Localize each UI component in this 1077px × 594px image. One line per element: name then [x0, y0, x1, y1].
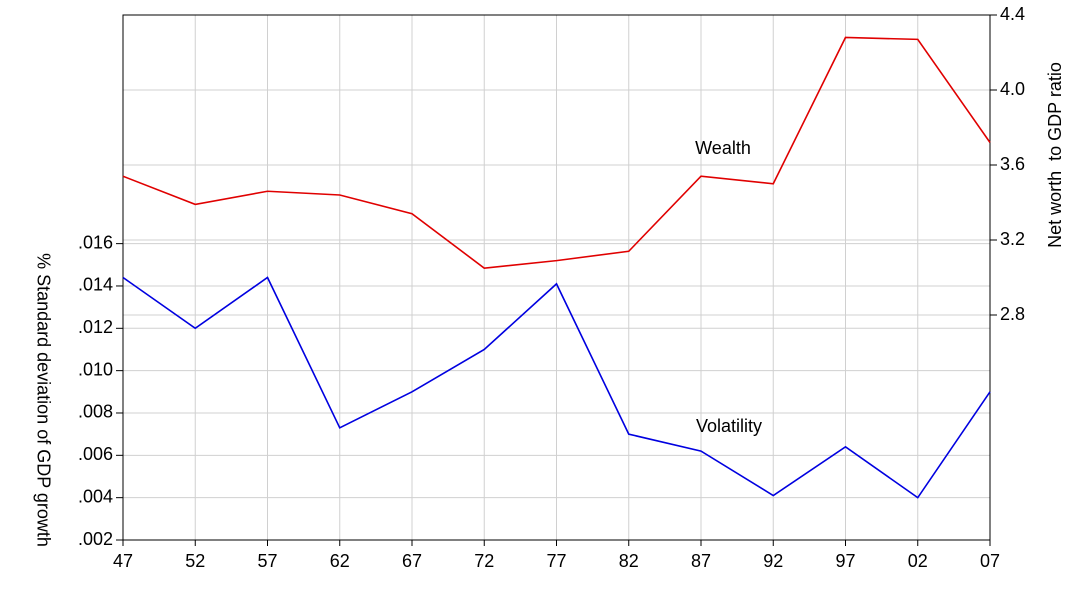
y-tick-label: .010: [78, 359, 113, 379]
x-tick-label: 02: [908, 551, 928, 571]
series-line: [122, 36, 991, 269]
y-tick-label: .008: [78, 402, 113, 422]
y2-tick-label: 4.4: [1000, 4, 1025, 24]
x-tick-label: 77: [546, 551, 566, 571]
y2-tick-label: 3.2: [1000, 229, 1025, 249]
x-tick-label: 62: [330, 551, 350, 571]
series-line: [122, 276, 991, 499]
x-tick-label: 57: [257, 551, 277, 571]
y2-tick-label: 3.6: [1000, 154, 1025, 174]
y-axis-label: % Standard deviation of GDP growth: [33, 253, 53, 547]
x-tick-label: 92: [763, 551, 783, 571]
x-tick-label: 52: [185, 551, 205, 571]
y-tick-label: .014: [78, 275, 113, 295]
y-tick-label: .002: [78, 529, 113, 549]
y-tick-label: .004: [78, 486, 113, 506]
x-tick-label: 47: [113, 551, 133, 571]
y-tick-label: .006: [78, 444, 113, 464]
x-tick-label: 72: [474, 551, 494, 571]
x-tick-label: 07: [980, 551, 1000, 571]
x-tick-label: 67: [402, 551, 422, 571]
annotation: Volatility: [696, 416, 762, 436]
y-tick-label: .016: [78, 232, 113, 252]
y-tick-label: .012: [78, 317, 113, 337]
x-tick-label: 87: [691, 551, 711, 571]
y2-axis-label: Net worth to GDP ratio: [1045, 62, 1065, 248]
annotation: Wealth: [695, 138, 751, 158]
y2-tick-label: 2.8: [1000, 304, 1025, 324]
x-tick-label: 82: [619, 551, 639, 571]
y2-tick-label: 4.0: [1000, 79, 1025, 99]
x-tick-label: 97: [835, 551, 855, 571]
